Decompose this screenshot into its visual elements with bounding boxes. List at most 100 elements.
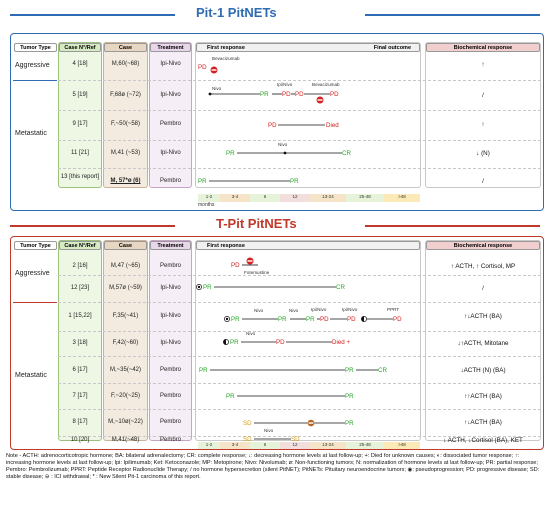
tpit-row5-treatment: Pembro	[159, 367, 181, 373]
timeline-dot	[208, 92, 212, 96]
pit1-case-column	[103, 42, 148, 188]
dissociated-response-icon-half	[361, 316, 364, 322]
tpit-row6-ref: 7 [17]	[72, 393, 88, 399]
tpit-title-line-right	[365, 225, 540, 227]
tpit-r3-nivo2-label: Nivo	[289, 308, 299, 313]
pit1-r2-pd2: PD	[295, 91, 304, 98]
tpit-r7-sd: SD	[243, 420, 252, 427]
tpit-r3-pr3: PR	[306, 316, 315, 323]
tpit-response-area	[195, 240, 421, 441]
month-tick: 25-48	[346, 194, 384, 202]
pit1-header-tumor-type: Tumor Type	[14, 43, 57, 52]
tpit-row4-treatment: Ipi-Nivo	[160, 340, 181, 346]
month-tick: 13-24	[310, 442, 346, 449]
tpit-r3-pprt-label: PPRT	[387, 307, 399, 312]
month-tick: 13-24	[310, 194, 346, 202]
pit1-row1-case: M,60(~68)	[111, 61, 140, 67]
tpit-row8-bio: ↓ ACTH, ↓Cortisol (BA), KET	[443, 437, 523, 444]
pit1-r2-pd3: PD	[330, 91, 339, 98]
tpit-row4-case: F,42(~60)	[112, 340, 139, 346]
tpit-row8-case: M,41(~48)	[111, 437, 140, 443]
tpit-r5-pr2: PR	[345, 367, 354, 374]
dissociated-response-icon-half	[223, 339, 226, 345]
tpit-header-first-response: First response	[196, 241, 420, 250]
ici-withdrawal-icon-bar	[211, 69, 217, 71]
tpit-row6-treatment: Pembro	[159, 393, 181, 399]
month-tick: 6	[250, 194, 280, 202]
tpit-r7-pr: PR	[345, 420, 354, 427]
tpit-row4-ref: 3 [18]	[72, 340, 88, 346]
tpit-case-column	[103, 240, 148, 441]
tpit-r8-sd1: SD	[243, 436, 252, 443]
tpit-row-sep	[58, 302, 541, 303]
pit1-month-axis: 1-2 3-4 6 12 13-24 25-48 >48	[198, 194, 420, 202]
tpit-treatment-column	[149, 240, 192, 441]
pit1-r1-pd: PD	[198, 64, 207, 71]
tpit-row7-case: M,~10ø(~22)	[108, 419, 143, 425]
pit1-months-label: months	[198, 202, 215, 208]
pit1-r4-pr: PR	[226, 150, 235, 157]
pit1-row4-ref: 11 [21]	[71, 150, 89, 156]
tpit-row1-case: M,47 (~65)	[110, 263, 141, 269]
pit1-title-line-left	[10, 14, 175, 16]
tpit-header-first-response-label: First response	[207, 243, 245, 249]
pit1-header-first-final: First response Final outcome	[196, 43, 420, 52]
pit1-row2-case: F,68ø (~72)	[110, 92, 141, 98]
pit1-r2-ipinivo-label: Ipi/Nivo	[277, 82, 293, 87]
pit1-r5-pr1: PR	[198, 178, 207, 185]
tpit-row1-bio: ↑ ACTH, ↑ Cortisol, MP	[450, 263, 516, 270]
tpit-r2-pr: PR	[203, 284, 212, 291]
tpit-r5-pr1: PR	[199, 367, 208, 374]
tpit-row-sep	[58, 409, 541, 410]
tpit-r3-pd1: PD	[320, 316, 329, 323]
tpit-r3-pd3: PD	[393, 316, 402, 323]
pit1-r4-cr: CR	[342, 150, 351, 157]
pseudoprogression-icon-core	[225, 317, 229, 321]
month-tick: 1-2	[198, 442, 220, 449]
pit1-row5-case: M, 57*ø (6)	[110, 178, 141, 184]
pit1-response-timeline: Bevacizumab PD Nivo PR Ipi/Nivo PD PD Be…	[198, 56, 351, 185]
month-tick: 3-4	[220, 442, 250, 449]
pit1-row-sep	[58, 140, 541, 141]
tpit-r3-ipinivo2-label: Ipi/Nivo	[342, 307, 358, 312]
tpit-row6-case: F,~20(~25)	[110, 393, 141, 399]
tpit-group-separator	[13, 302, 57, 303]
tpit-row1-ref: 2 [16]	[72, 263, 88, 269]
pit1-header-first-response: First response	[207, 45, 245, 51]
tpit-row8-ref: 10 [20]	[70, 437, 90, 443]
pit1-bio-column	[425, 42, 541, 188]
tpit-title: T-Pit PitNETs	[216, 216, 297, 231]
ici-withdrawal-icon-bar	[308, 422, 314, 424]
tpit-response-timeline: PD Fotemustine PR CR PR Nivo PR Nivo PR …	[196, 257, 402, 443]
tpit-title-line-left	[10, 225, 175, 227]
tpit-row1-treatment: Pembro	[159, 263, 181, 269]
tpit-row2-ref: 12 [23]	[70, 285, 90, 291]
pit1-title-line-right	[365, 14, 540, 16]
pit1-r2-pr: PR	[260, 91, 269, 98]
tpit-group-metastatic: Metastatic	[15, 372, 47, 379]
pit1-row1-ref: 4 [18]	[72, 61, 88, 67]
pit1-header-final-outcome: Final outcome	[373, 45, 411, 51]
tpit-row4-bio: ↓↑ACTH, Mitotane	[457, 340, 509, 347]
month-tick: >48	[384, 442, 420, 449]
pit1-row2-treatment: Ipi-Nivo	[160, 92, 181, 98]
pit1-row2-bio: /	[482, 92, 484, 99]
pit1-row4-case: M,41 (~53)	[110, 150, 141, 156]
tpit-row3-case: F,35(~41)	[112, 313, 139, 319]
pit1-r1-bevacizumab-label: Bevacizumab	[212, 56, 240, 61]
pit1-header-case-ref: Case N°/Ref	[59, 43, 101, 52]
pit1-r2-pd1: PD	[282, 91, 291, 98]
pit1-row-sep	[58, 110, 541, 111]
tpit-row6-bio: ↑↑ACTH (BA)	[464, 393, 502, 400]
tpit-r3-pd2: PD	[347, 316, 356, 323]
tpit-row2-bio: /	[482, 285, 484, 292]
ici-withdrawal-icon-bar	[247, 260, 253, 262]
tpit-month-axis: 1-2 3-4 6 12 13-24 25-48 >48	[198, 442, 420, 449]
pit1-panel	[10, 33, 544, 211]
month-tick: 1-2	[198, 194, 220, 202]
tpit-r3-pr2: PR	[278, 316, 287, 323]
legend-note: Note - ACTH: adrenocorticotropic hormone…	[6, 453, 540, 480]
pit1-row3-case: F,~50(~58)	[110, 121, 141, 127]
pit1-row5-ref: 13 [this report]	[60, 174, 100, 180]
pit1-row5-bio: /	[482, 178, 484, 185]
